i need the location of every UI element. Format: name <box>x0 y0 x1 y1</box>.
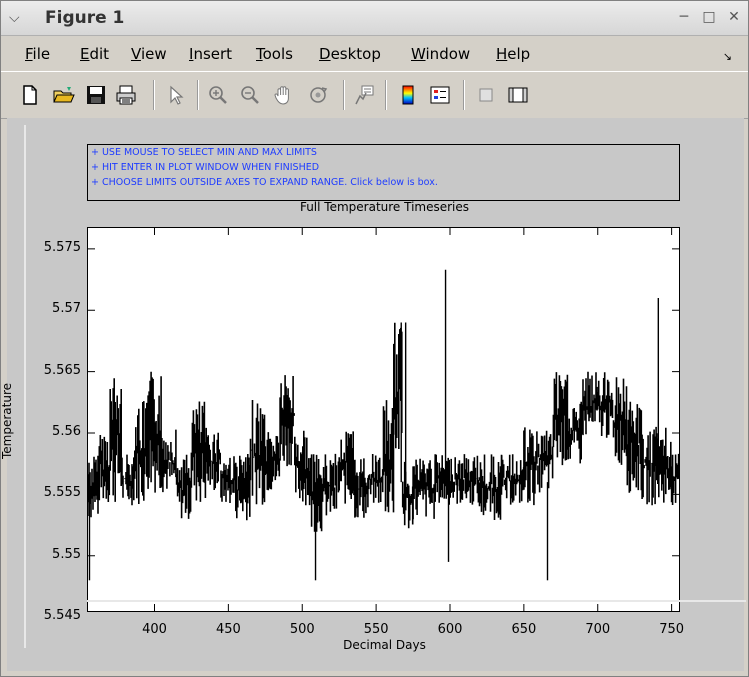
rotate-3d-icon[interactable] <box>307 84 329 106</box>
instruction-line: + CHOOSE LIMITS OUTSIDE AXES TO EXPAND R… <box>91 177 438 188</box>
menu-file[interactable]: File <box>25 45 51 63</box>
x-tick-label: 400 <box>142 622 167 637</box>
x-tick-label: 550 <box>363 622 389 637</box>
y-tick-label: 5.565 <box>43 362 81 378</box>
pan-hand-icon[interactable] <box>273 84 295 106</box>
menu-tools[interactable]: Tools <box>256 45 293 63</box>
y-axis-label: Temperature <box>0 382 14 460</box>
x-tick-label: 650 <box>511 622 537 637</box>
y-tick-label: 5.575 <box>43 239 81 255</box>
x-axis-label: Decimal Days <box>343 638 426 652</box>
vertical-guide-line <box>24 125 26 648</box>
toolbar-separator <box>197 80 199 110</box>
open-folder-icon[interactable] <box>53 84 75 106</box>
minimize-icon[interactable]: ─ <box>679 9 689 25</box>
x-tick-label: 600 <box>437 622 463 637</box>
y-tick-label: 5.56 <box>52 424 81 439</box>
toolbar-separator <box>153 80 155 110</box>
x-tick-label: 450 <box>215 622 241 637</box>
x-tick-label: 500 <box>289 622 315 637</box>
y-tick-label: 5.555 <box>43 485 81 501</box>
toolbar-separator <box>343 80 345 110</box>
zoom-in-icon[interactable] <box>207 84 229 106</box>
save-icon[interactable] <box>85 84 107 106</box>
toolbar-separator <box>385 80 387 110</box>
menu-insert[interactable]: Insert <box>189 45 233 63</box>
y-tick-label: 5.545 <box>43 608 81 624</box>
horizontal-guide-line <box>87 600 746 602</box>
menu-help[interactable]: Help <box>496 45 531 63</box>
plot-axes[interactable] <box>87 227 680 612</box>
y-tick-label: 5.55 <box>52 546 81 562</box>
instruction-line: + USE MOUSE TO SELECT MIN AND MAX LIMITS <box>91 147 317 158</box>
data-cursor-icon[interactable] <box>353 84 375 106</box>
dock-arrow-icon[interactable]: ↘ <box>722 50 732 63</box>
new-file-icon[interactable] <box>19 84 41 106</box>
menu-view[interactable]: View <box>131 45 167 63</box>
window-title: Figure 1 <box>45 8 125 28</box>
menu-window[interactable]: Window <box>411 45 471 63</box>
plot-area[interactable] <box>88 228 679 611</box>
menu-desktop[interactable]: Desktop <box>319 45 381 63</box>
hide-plot-tools-icon[interactable] <box>475 84 497 106</box>
figure-toolbar <box>1 71 748 119</box>
x-tick-label: 700 <box>585 622 611 637</box>
zoom-out-icon[interactable] <box>239 84 261 106</box>
pointer-icon[interactable] <box>165 84 187 106</box>
y-tick-label: 5.57 <box>52 301 81 317</box>
title-bar[interactable]: ⌵ Figure 1 ─ □ ✕ <box>1 1 748 36</box>
close-icon[interactable]: ✕ <box>728 9 740 25</box>
plot-title: Full Temperature Timeseries <box>299 200 470 214</box>
colorbar-icon[interactable] <box>397 84 419 106</box>
show-plot-tools-icon[interactable] <box>507 84 529 106</box>
menu-bar: File Edit View Insert Tools Desktop Wind… <box>1 36 748 70</box>
instruction-line: + HIT ENTER IN PLOT WINDOW WHEN FINISHED <box>91 162 320 173</box>
print-icon[interactable] <box>115 84 137 106</box>
toolbar-separator <box>463 80 465 110</box>
legend-icon[interactable] <box>429 84 451 106</box>
maximize-icon[interactable]: □ <box>702 9 716 25</box>
temperature-series-line <box>88 322 679 532</box>
menu-edit[interactable]: Edit <box>80 45 110 63</box>
window-menu-icon[interactable]: ⌵ <box>9 10 20 26</box>
instruction-box: + USE MOUSE TO SELECT MIN AND MAX LIMITS… <box>87 144 680 201</box>
x-tick-label: 750 <box>659 622 685 637</box>
